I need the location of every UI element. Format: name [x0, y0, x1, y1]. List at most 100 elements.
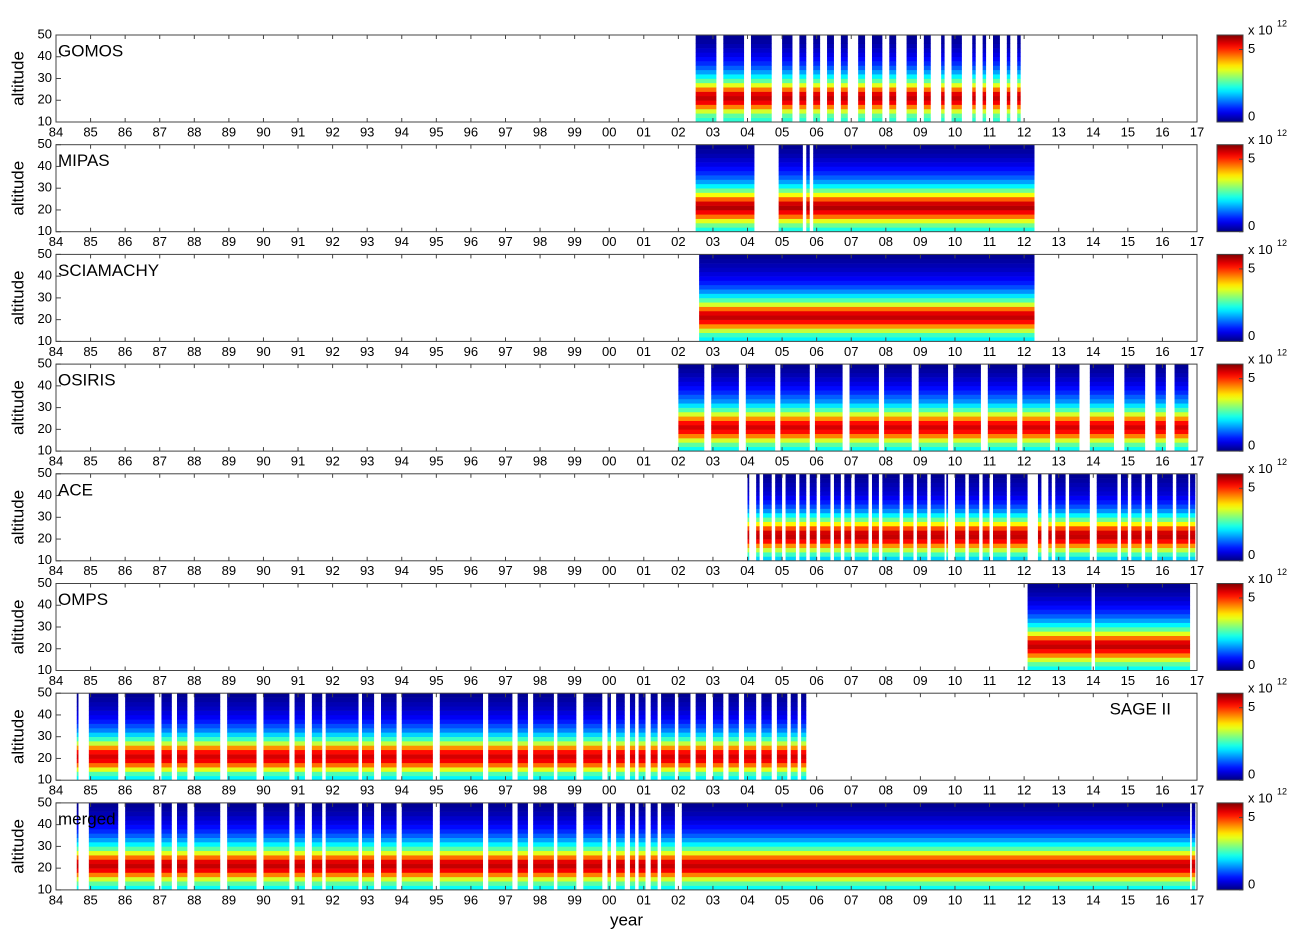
cell — [924, 92, 931, 97]
y-tick-label: 50 — [38, 246, 52, 261]
cell — [227, 864, 256, 869]
cell — [488, 693, 512, 698]
cell — [850, 438, 879, 443]
cell — [786, 487, 796, 492]
cell — [872, 74, 882, 79]
cell — [827, 109, 834, 114]
cell — [77, 750, 79, 755]
x-tick-label: 89 — [222, 783, 236, 798]
cell — [1097, 530, 1118, 535]
cell — [993, 543, 1007, 548]
cell — [988, 368, 1017, 373]
cell — [969, 548, 979, 553]
cell — [1017, 100, 1020, 105]
cell — [810, 513, 817, 518]
cell — [844, 517, 851, 522]
cell — [533, 829, 554, 834]
cell — [763, 513, 772, 518]
cell — [639, 772, 646, 777]
cell — [440, 724, 483, 729]
x-tick-label: 08 — [879, 234, 893, 249]
cell — [983, 509, 990, 514]
cell — [696, 96, 717, 101]
x-tick-label: 88 — [187, 344, 201, 359]
cell — [696, 188, 755, 193]
cell — [744, 758, 756, 763]
cell — [295, 812, 305, 817]
cell — [488, 728, 512, 733]
cell — [1010, 535, 1027, 540]
cell — [682, 851, 1190, 856]
cell — [1157, 517, 1173, 522]
cell — [746, 377, 775, 382]
cell — [161, 864, 171, 869]
cell — [806, 219, 809, 224]
cell — [533, 750, 554, 755]
cell — [402, 812, 433, 817]
cell — [844, 543, 851, 548]
cell — [362, 758, 374, 763]
cell — [161, 772, 171, 777]
cell — [946, 517, 948, 522]
cell — [651, 825, 658, 830]
cell — [827, 100, 834, 105]
cell — [744, 737, 756, 742]
cell — [607, 772, 610, 777]
cell — [941, 35, 944, 40]
cell — [1007, 44, 1010, 49]
x-tick-label: 85 — [83, 344, 97, 359]
cell — [779, 184, 803, 189]
cell — [263, 829, 289, 834]
cell — [696, 197, 755, 202]
cell — [713, 754, 723, 759]
cell — [263, 745, 289, 750]
cell — [362, 873, 374, 878]
y-tick-label: 30 — [38, 399, 52, 414]
cell — [1095, 627, 1190, 632]
cell — [903, 504, 913, 509]
x-tick-label: 17 — [1190, 783, 1204, 798]
x-tick-label: 87 — [152, 673, 166, 688]
cell — [1095, 614, 1190, 619]
cell — [786, 522, 796, 527]
cell — [651, 693, 658, 698]
cell — [983, 548, 990, 553]
cell — [402, 873, 433, 878]
cell — [903, 478, 913, 483]
cell — [696, 153, 755, 158]
cell — [884, 408, 912, 413]
x-tick-label: 93 — [360, 124, 374, 139]
cell — [661, 855, 675, 860]
cell — [952, 70, 962, 75]
cell — [326, 728, 359, 733]
cell — [972, 39, 975, 44]
cell — [993, 530, 1007, 535]
cell — [801, 750, 806, 755]
cell — [952, 52, 962, 57]
cell — [630, 763, 635, 768]
cell — [903, 543, 913, 548]
cell — [696, 702, 706, 707]
cell — [616, 851, 625, 856]
cell — [952, 48, 962, 53]
cell — [983, 79, 986, 84]
cell — [518, 737, 528, 742]
cell — [630, 754, 635, 759]
cell — [972, 35, 975, 40]
cell — [312, 728, 322, 733]
cell — [362, 711, 374, 716]
colorbar-tick-label: 0 — [1248, 767, 1255, 782]
x-tick-label: 04 — [740, 124, 754, 139]
cell — [651, 741, 658, 746]
cell — [295, 698, 305, 703]
cell — [696, 113, 717, 118]
cell — [402, 851, 433, 856]
cell — [161, 698, 171, 703]
x-tick-label: 91 — [291, 234, 305, 249]
cell — [728, 772, 738, 777]
cell — [1055, 368, 1079, 373]
cell — [858, 83, 865, 88]
cell — [775, 487, 782, 492]
cell — [177, 833, 187, 838]
cell — [775, 522, 782, 527]
